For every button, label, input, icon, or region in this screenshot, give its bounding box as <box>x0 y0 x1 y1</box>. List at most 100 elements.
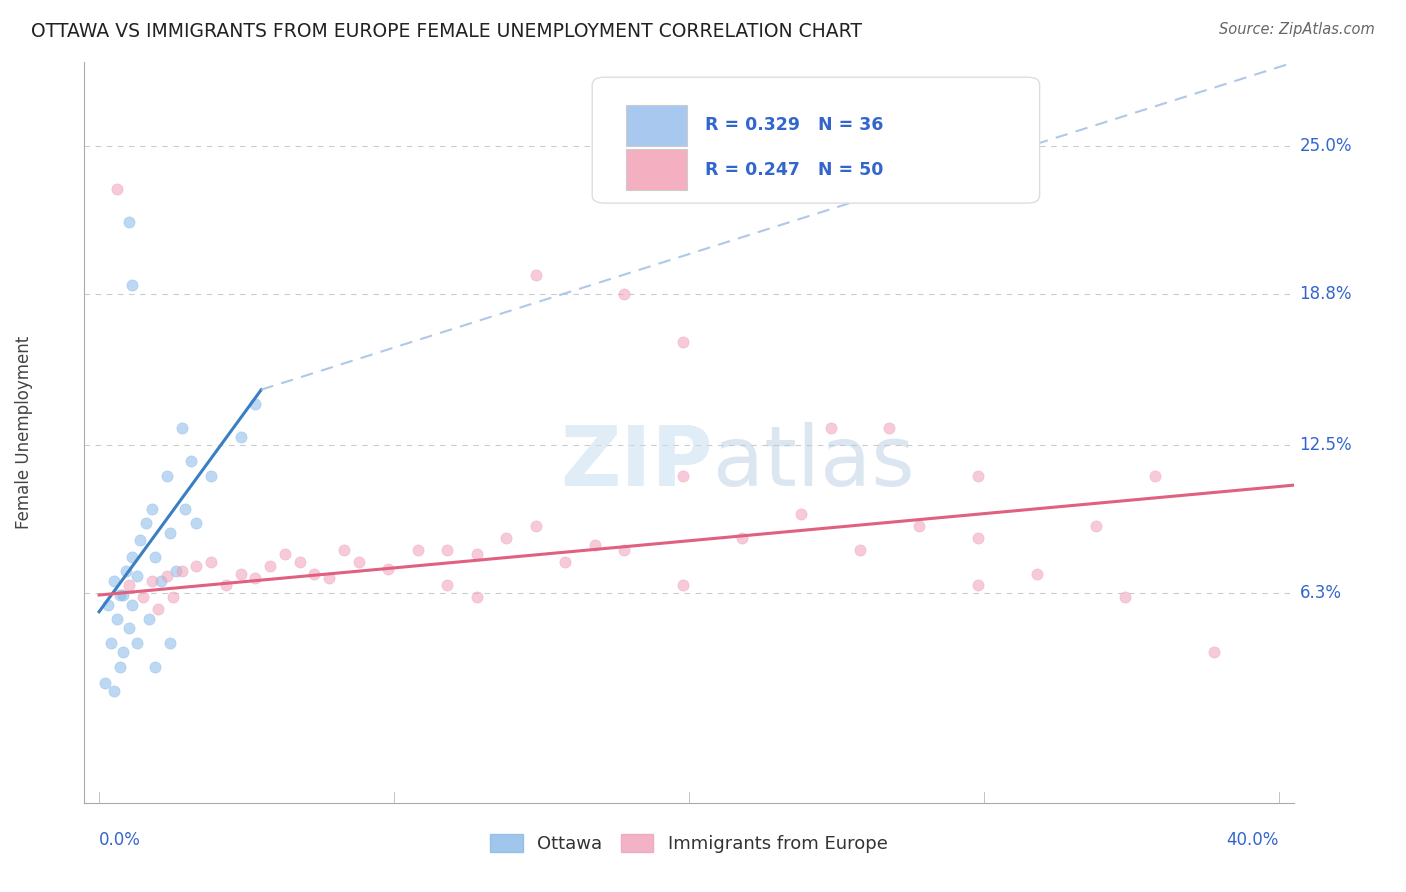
Point <box>150 574 173 588</box>
Point <box>333 542 356 557</box>
Text: OTTAWA VS IMMIGRANTS FROM EUROPE FEMALE UNEMPLOYMENT CORRELATION CHART: OTTAWA VS IMMIGRANTS FROM EUROPE FEMALE … <box>31 22 862 41</box>
Point <box>524 268 547 282</box>
Point <box>121 549 143 564</box>
Point <box>613 542 636 557</box>
Point <box>117 578 139 592</box>
Point <box>274 548 297 562</box>
Point <box>229 566 252 581</box>
Point <box>141 574 163 588</box>
Point <box>1084 518 1107 533</box>
Point <box>465 548 488 562</box>
Text: 40.0%: 40.0% <box>1226 831 1279 849</box>
Point <box>146 602 169 616</box>
Point <box>200 555 222 569</box>
Point <box>820 421 842 435</box>
Point <box>159 525 181 540</box>
Legend: Ottawa, Immigrants from Europe: Ottawa, Immigrants from Europe <box>484 827 894 861</box>
Point <box>108 659 131 673</box>
Point <box>524 518 547 533</box>
Point <box>143 659 166 673</box>
Point <box>672 468 695 483</box>
Point <box>108 588 131 602</box>
Text: R = 0.329   N = 36: R = 0.329 N = 36 <box>704 116 883 135</box>
Point <box>672 578 695 592</box>
Point <box>103 574 125 588</box>
Point <box>173 502 195 516</box>
Point <box>127 569 149 583</box>
Point <box>94 676 117 690</box>
Point <box>165 564 187 578</box>
Text: 25.0%: 25.0% <box>1299 137 1353 155</box>
Point <box>554 555 576 569</box>
Point <box>731 531 754 545</box>
Point <box>180 454 202 468</box>
Point <box>127 636 149 650</box>
Point <box>259 559 281 574</box>
Text: 12.5%: 12.5% <box>1299 435 1353 453</box>
Point <box>159 636 181 650</box>
FancyBboxPatch shape <box>626 105 686 145</box>
Point <box>583 538 606 552</box>
Point <box>406 542 429 557</box>
Point <box>288 555 311 569</box>
Point <box>103 683 125 698</box>
Point <box>1202 645 1225 659</box>
Point <box>465 591 488 605</box>
Point <box>377 562 399 576</box>
Point <box>318 571 340 585</box>
Point <box>967 578 990 592</box>
Point <box>613 287 636 301</box>
Point <box>215 578 238 592</box>
Point <box>105 182 128 196</box>
Text: 18.8%: 18.8% <box>1299 285 1353 303</box>
Point <box>135 516 157 531</box>
Point <box>908 518 931 533</box>
Point <box>117 622 139 636</box>
Point <box>105 612 128 626</box>
Point <box>1143 468 1166 483</box>
Point <box>436 542 458 557</box>
Point <box>121 277 143 292</box>
Text: 6.3%: 6.3% <box>1299 583 1341 601</box>
Point <box>245 397 267 411</box>
Point <box>156 569 179 583</box>
Point <box>495 531 517 545</box>
Point <box>170 421 193 435</box>
Point <box>790 507 813 521</box>
Text: R = 0.247   N = 50: R = 0.247 N = 50 <box>704 161 883 178</box>
Text: 0.0%: 0.0% <box>98 831 141 849</box>
Point <box>1026 566 1049 581</box>
Point <box>672 334 695 349</box>
Point <box>186 559 208 574</box>
Point <box>111 588 134 602</box>
Point <box>156 468 179 483</box>
Text: atlas: atlas <box>713 422 915 503</box>
FancyBboxPatch shape <box>592 78 1039 203</box>
Point <box>143 549 166 564</box>
Point <box>347 555 370 569</box>
FancyBboxPatch shape <box>626 150 686 190</box>
Point <box>170 564 193 578</box>
Point <box>1114 591 1136 605</box>
Point <box>200 468 222 483</box>
Point <box>132 591 155 605</box>
Point <box>97 598 120 612</box>
Text: Female Unemployment: Female Unemployment <box>15 336 32 529</box>
Point <box>117 215 139 229</box>
Point <box>967 468 990 483</box>
Point <box>879 421 901 435</box>
Point <box>111 645 134 659</box>
Point <box>129 533 152 547</box>
Text: ZIP: ZIP <box>561 422 713 503</box>
Point <box>229 430 252 444</box>
Point <box>121 598 143 612</box>
Point <box>849 542 872 557</box>
Point <box>100 636 122 650</box>
Point <box>967 531 990 545</box>
Point <box>304 566 326 581</box>
Point <box>141 502 163 516</box>
Point <box>436 578 458 592</box>
Text: Source: ZipAtlas.com: Source: ZipAtlas.com <box>1219 22 1375 37</box>
Point <box>186 516 208 531</box>
Point <box>162 591 184 605</box>
